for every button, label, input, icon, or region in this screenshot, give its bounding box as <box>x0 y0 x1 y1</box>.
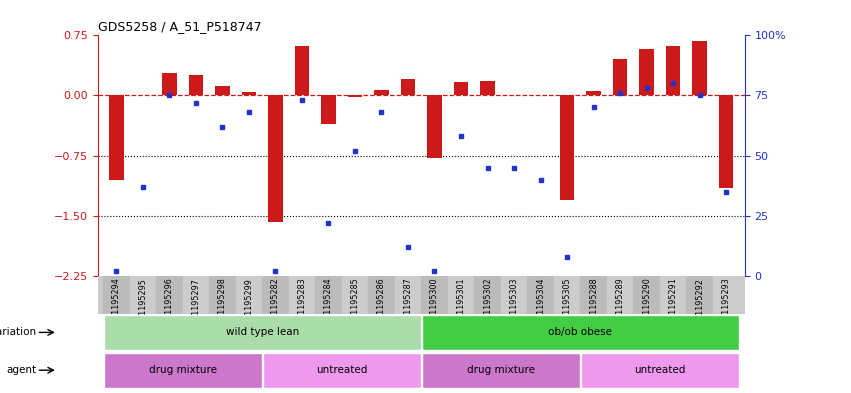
Bar <box>633 276 660 314</box>
Bar <box>528 276 554 314</box>
Text: GSM1195297: GSM1195297 <box>191 277 201 332</box>
FancyBboxPatch shape <box>104 315 420 350</box>
FancyBboxPatch shape <box>581 353 739 387</box>
Bar <box>613 59 627 95</box>
Text: untreated: untreated <box>634 365 686 375</box>
Text: wild type lean: wild type lean <box>226 327 299 338</box>
Bar <box>368 276 395 314</box>
Bar <box>719 95 734 187</box>
Bar <box>262 276 288 314</box>
Bar <box>401 79 415 95</box>
Bar <box>692 41 707 95</box>
Bar <box>348 95 363 97</box>
Bar <box>315 276 342 314</box>
Bar <box>421 276 448 314</box>
Bar <box>586 92 601 95</box>
Bar <box>189 75 203 95</box>
Bar <box>713 276 740 314</box>
Bar <box>294 46 309 95</box>
Text: GSM1195303: GSM1195303 <box>510 277 518 331</box>
Bar <box>660 276 686 314</box>
Bar <box>448 276 474 314</box>
Bar <box>639 49 654 95</box>
Text: GSM1195305: GSM1195305 <box>563 277 572 331</box>
Bar <box>474 276 500 314</box>
Bar <box>321 95 336 123</box>
Text: drug mixture: drug mixture <box>149 365 217 375</box>
Text: GSM1195282: GSM1195282 <box>271 277 280 331</box>
Bar <box>480 81 494 95</box>
Bar <box>607 276 633 314</box>
Bar <box>580 276 607 314</box>
Bar <box>374 90 389 95</box>
Text: ob/ob obese: ob/ob obese <box>548 327 612 338</box>
Text: GSM1195293: GSM1195293 <box>722 277 730 331</box>
Bar <box>163 73 177 95</box>
Bar <box>665 46 680 95</box>
Bar <box>560 95 574 200</box>
Text: GSM1195296: GSM1195296 <box>165 277 174 331</box>
Text: GSM1195298: GSM1195298 <box>218 277 227 331</box>
Text: GSM1195304: GSM1195304 <box>536 277 545 331</box>
Text: GSM1195288: GSM1195288 <box>589 277 598 331</box>
Text: GSM1195283: GSM1195283 <box>298 277 306 331</box>
Text: drug mixture: drug mixture <box>466 365 534 375</box>
FancyBboxPatch shape <box>104 353 261 387</box>
Text: untreated: untreated <box>316 365 368 375</box>
FancyBboxPatch shape <box>422 353 580 387</box>
Text: GSM1195284: GSM1195284 <box>324 277 333 331</box>
Bar <box>500 276 528 314</box>
Text: GSM1195290: GSM1195290 <box>642 277 651 331</box>
Text: GSM1195299: GSM1195299 <box>244 277 254 332</box>
Bar <box>157 276 183 314</box>
Text: GSM1195301: GSM1195301 <box>456 277 465 331</box>
Bar <box>288 276 315 314</box>
Bar <box>183 276 209 314</box>
Bar <box>554 276 580 314</box>
Bar <box>454 82 468 95</box>
FancyBboxPatch shape <box>422 315 739 350</box>
Bar <box>268 95 283 222</box>
Bar <box>342 276 368 314</box>
Bar <box>129 276 157 314</box>
Text: GSM1195295: GSM1195295 <box>139 277 147 332</box>
Bar <box>427 95 442 158</box>
Text: GSM1195287: GSM1195287 <box>403 277 413 331</box>
Bar <box>686 276 713 314</box>
Text: GDS5258 / A_51_P518747: GDS5258 / A_51_P518747 <box>98 20 261 33</box>
Bar <box>236 276 262 314</box>
Bar <box>242 92 256 95</box>
FancyBboxPatch shape <box>263 353 420 387</box>
Bar <box>109 95 123 180</box>
Text: GSM1195292: GSM1195292 <box>695 277 704 332</box>
Text: GSM1195291: GSM1195291 <box>669 277 677 331</box>
Bar <box>103 276 129 314</box>
Text: GSM1195300: GSM1195300 <box>430 277 439 331</box>
Text: agent: agent <box>6 365 37 375</box>
Text: GSM1195289: GSM1195289 <box>615 277 625 331</box>
Bar <box>395 276 421 314</box>
Text: GSM1195294: GSM1195294 <box>112 277 121 331</box>
Text: GSM1195302: GSM1195302 <box>483 277 492 331</box>
Text: GSM1195286: GSM1195286 <box>377 277 386 331</box>
Text: genotype/variation: genotype/variation <box>0 327 37 338</box>
Bar <box>209 276 236 314</box>
Text: GSM1195285: GSM1195285 <box>351 277 359 331</box>
Bar <box>215 86 230 95</box>
